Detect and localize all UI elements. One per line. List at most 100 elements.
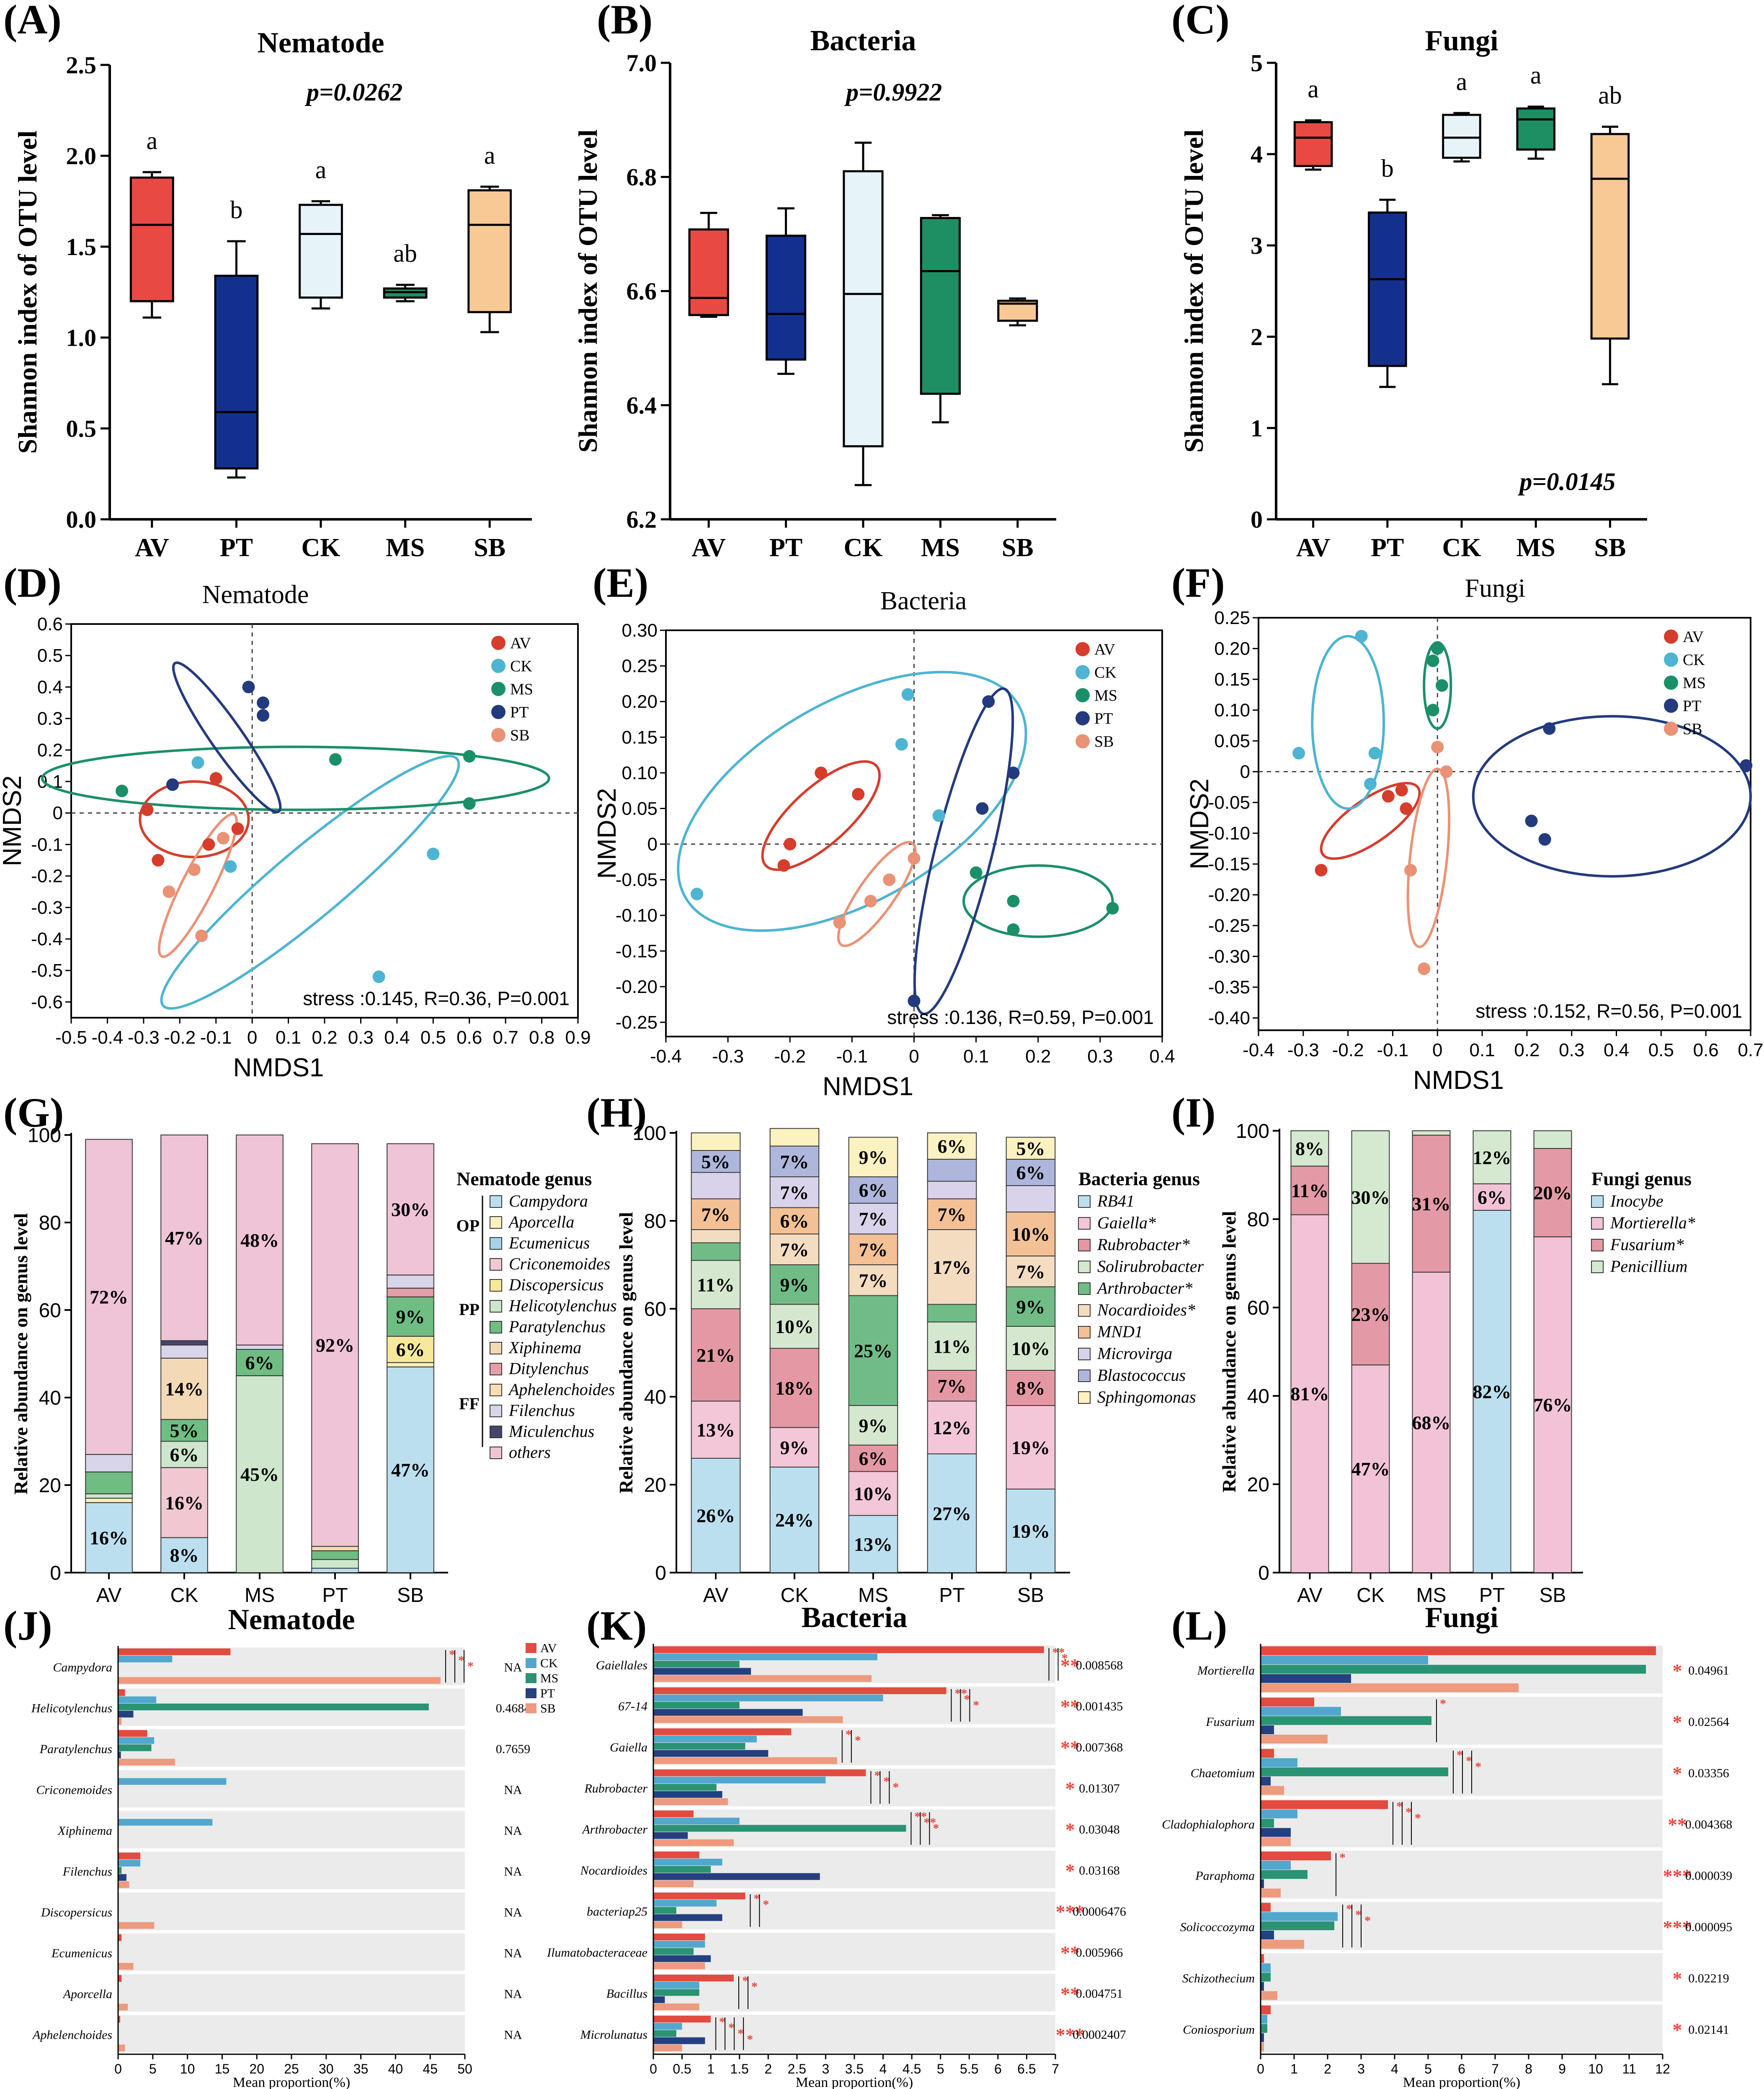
segment-label-H: 9% — [1016, 1296, 1045, 1318]
y-tick-label-I: 60 — [1247, 1297, 1269, 1319]
p-value-J: NA — [504, 1661, 522, 1674]
x-tick-label-D: 0.1 — [276, 1027, 301, 1048]
x-tick-label-L: 0 — [1257, 2061, 1264, 2076]
y-tick-label-E: 0.20 — [622, 691, 658, 712]
point-F-SB — [1431, 740, 1444, 753]
p-value-L: 0.000039 — [1685, 1869, 1733, 1883]
sig-stars-K: ** — [1060, 1983, 1080, 2004]
stack-segment-H — [927, 1370, 977, 1402]
y-axis-label-I: Relative abundance on genus level — [1218, 1211, 1240, 1492]
x-tick-label-B: PT — [769, 534, 802, 562]
bar-K-SB — [653, 1839, 734, 1846]
y-tick-label-E: 0.10 — [622, 763, 658, 783]
y-tick-label-D: -0.5 — [31, 960, 63, 981]
x-tick-label-L: 5 — [1424, 2061, 1432, 2076]
bracket-star-J: * — [467, 1659, 474, 1673]
legend-title-G: Nematode genus — [456, 1168, 592, 1189]
y-tick-label-F: -0.05 — [1208, 792, 1250, 813]
ellipse-F-AV — [1320, 782, 1421, 860]
box-A-PT — [214, 274, 259, 469]
segment-label-H: 9% — [859, 1147, 888, 1168]
segment-label-I: 68% — [1412, 1412, 1451, 1433]
sig-stars-K: ** — [1060, 1696, 1080, 1717]
stack-segment-H — [848, 1176, 898, 1204]
panel-label-G: (G) — [3, 1089, 64, 1136]
bar-K-PT — [653, 1914, 722, 1921]
sig-letter-C-SB: ab — [1598, 82, 1622, 109]
panel-label-K: (K) — [586, 1602, 647, 1649]
bracket-star-K: * — [742, 1974, 748, 1988]
x-tick-label-J: 45 — [423, 2061, 438, 2076]
legend-swatch-J-CK — [526, 1658, 536, 1668]
box-C-PT — [1368, 211, 1407, 367]
bar-K-AV — [653, 1769, 866, 1777]
legend-label-D-AV: AV — [510, 634, 531, 652]
point-D-SB — [162, 885, 175, 898]
point-D-CK — [224, 860, 237, 873]
segment-label-G: 16% — [90, 1527, 128, 1548]
segment-label-H: 10% — [1011, 1224, 1050, 1245]
bar-K-SB — [653, 2044, 682, 2051]
segment-label-I: 8% — [1295, 1138, 1324, 1159]
x-tick-label-C: PT — [1371, 534, 1404, 562]
p-value-J: NA — [504, 1783, 522, 1797]
legend-swatch-G — [490, 1384, 502, 1396]
stack-segment-H — [848, 1444, 898, 1472]
y-tick-label-D: 0 — [53, 803, 63, 823]
segment-label-H: 18% — [775, 1377, 814, 1399]
bar-K-MS — [653, 1989, 699, 1996]
y-tick-label-D: 0.2 — [37, 740, 63, 761]
bracket-star-K: * — [1062, 1651, 1068, 1665]
stack-segment-G — [85, 1454, 133, 1473]
bar-K-MS — [653, 1866, 711, 1873]
bar-L-SB — [1261, 1837, 1291, 1846]
row-label-J: Criconemoides — [36, 1783, 112, 1797]
ellipse-D-CK — [160, 755, 460, 1010]
bar-K-SB — [653, 1962, 705, 1969]
legend-label-H: Microvirga — [1097, 1344, 1172, 1363]
y-tick-label-B: 6.6 — [627, 278, 657, 305]
point-F-CK — [1355, 630, 1368, 643]
row-band-J — [118, 1933, 465, 1971]
p-value-L: 0.004368 — [1685, 1818, 1733, 1831]
segment-label-G: 30% — [391, 1199, 430, 1220]
box-C-CK — [1442, 113, 1481, 159]
legend-swatch-J-AV — [526, 1643, 536, 1653]
bar-J-CK — [118, 1656, 173, 1663]
bar-K-CK — [653, 1941, 705, 1948]
segment-label-H: 24% — [775, 1509, 814, 1531]
x-tick-label-F: 0 — [1432, 1040, 1442, 1060]
ellipse-D-PT — [172, 661, 282, 814]
x-tick-label-E: 0 — [909, 1046, 919, 1067]
bracket-star-L: * — [1364, 1914, 1371, 1928]
segment-label-H: 7% — [938, 1204, 967, 1225]
stack-segment-G — [160, 1344, 208, 1359]
point-D-CK — [372, 970, 385, 983]
x-tick-label-D: 0.8 — [529, 1027, 554, 1048]
point-D-CK — [191, 756, 204, 769]
legend-swatch-J-MS — [526, 1673, 536, 1683]
stack-segment-G — [160, 1340, 208, 1346]
row-label-L: Mortierella — [1197, 1663, 1255, 1677]
bracket-star-L: * — [1440, 1697, 1446, 1711]
point-D-MS — [116, 784, 128, 797]
y-tick-label-F: 0 — [1240, 762, 1250, 782]
legend-label-G: Helicotylenchus — [508, 1296, 617, 1315]
y-tick-label-B: 7.0 — [627, 49, 657, 77]
row-label-K: 67-14 — [618, 1700, 647, 1713]
bar-L-PT — [1261, 1982, 1264, 1991]
y-tick-label-F: -0.30 — [1208, 946, 1250, 967]
legend-marker-F-CK — [1664, 652, 1678, 667]
y-tick-label-C: 3 — [1251, 232, 1263, 259]
sig-stars-K: * — [1065, 1860, 1075, 1881]
box-B-AV — [688, 228, 729, 316]
x-tick-label-D: 0.2 — [312, 1027, 337, 1048]
stack-segment-I — [1533, 1148, 1572, 1238]
x-tick-label-F: 0.2 — [1514, 1040, 1540, 1060]
x-tick-label-C: SB — [1594, 534, 1626, 562]
bar-L-PT — [1261, 1674, 1351, 1683]
legend-label-G: Ditylenchus — [508, 1359, 589, 1378]
bar-J-SB — [118, 1881, 129, 1888]
legend-label-H: MND1 — [1097, 1322, 1143, 1341]
bar-K-CK — [653, 1736, 757, 1743]
